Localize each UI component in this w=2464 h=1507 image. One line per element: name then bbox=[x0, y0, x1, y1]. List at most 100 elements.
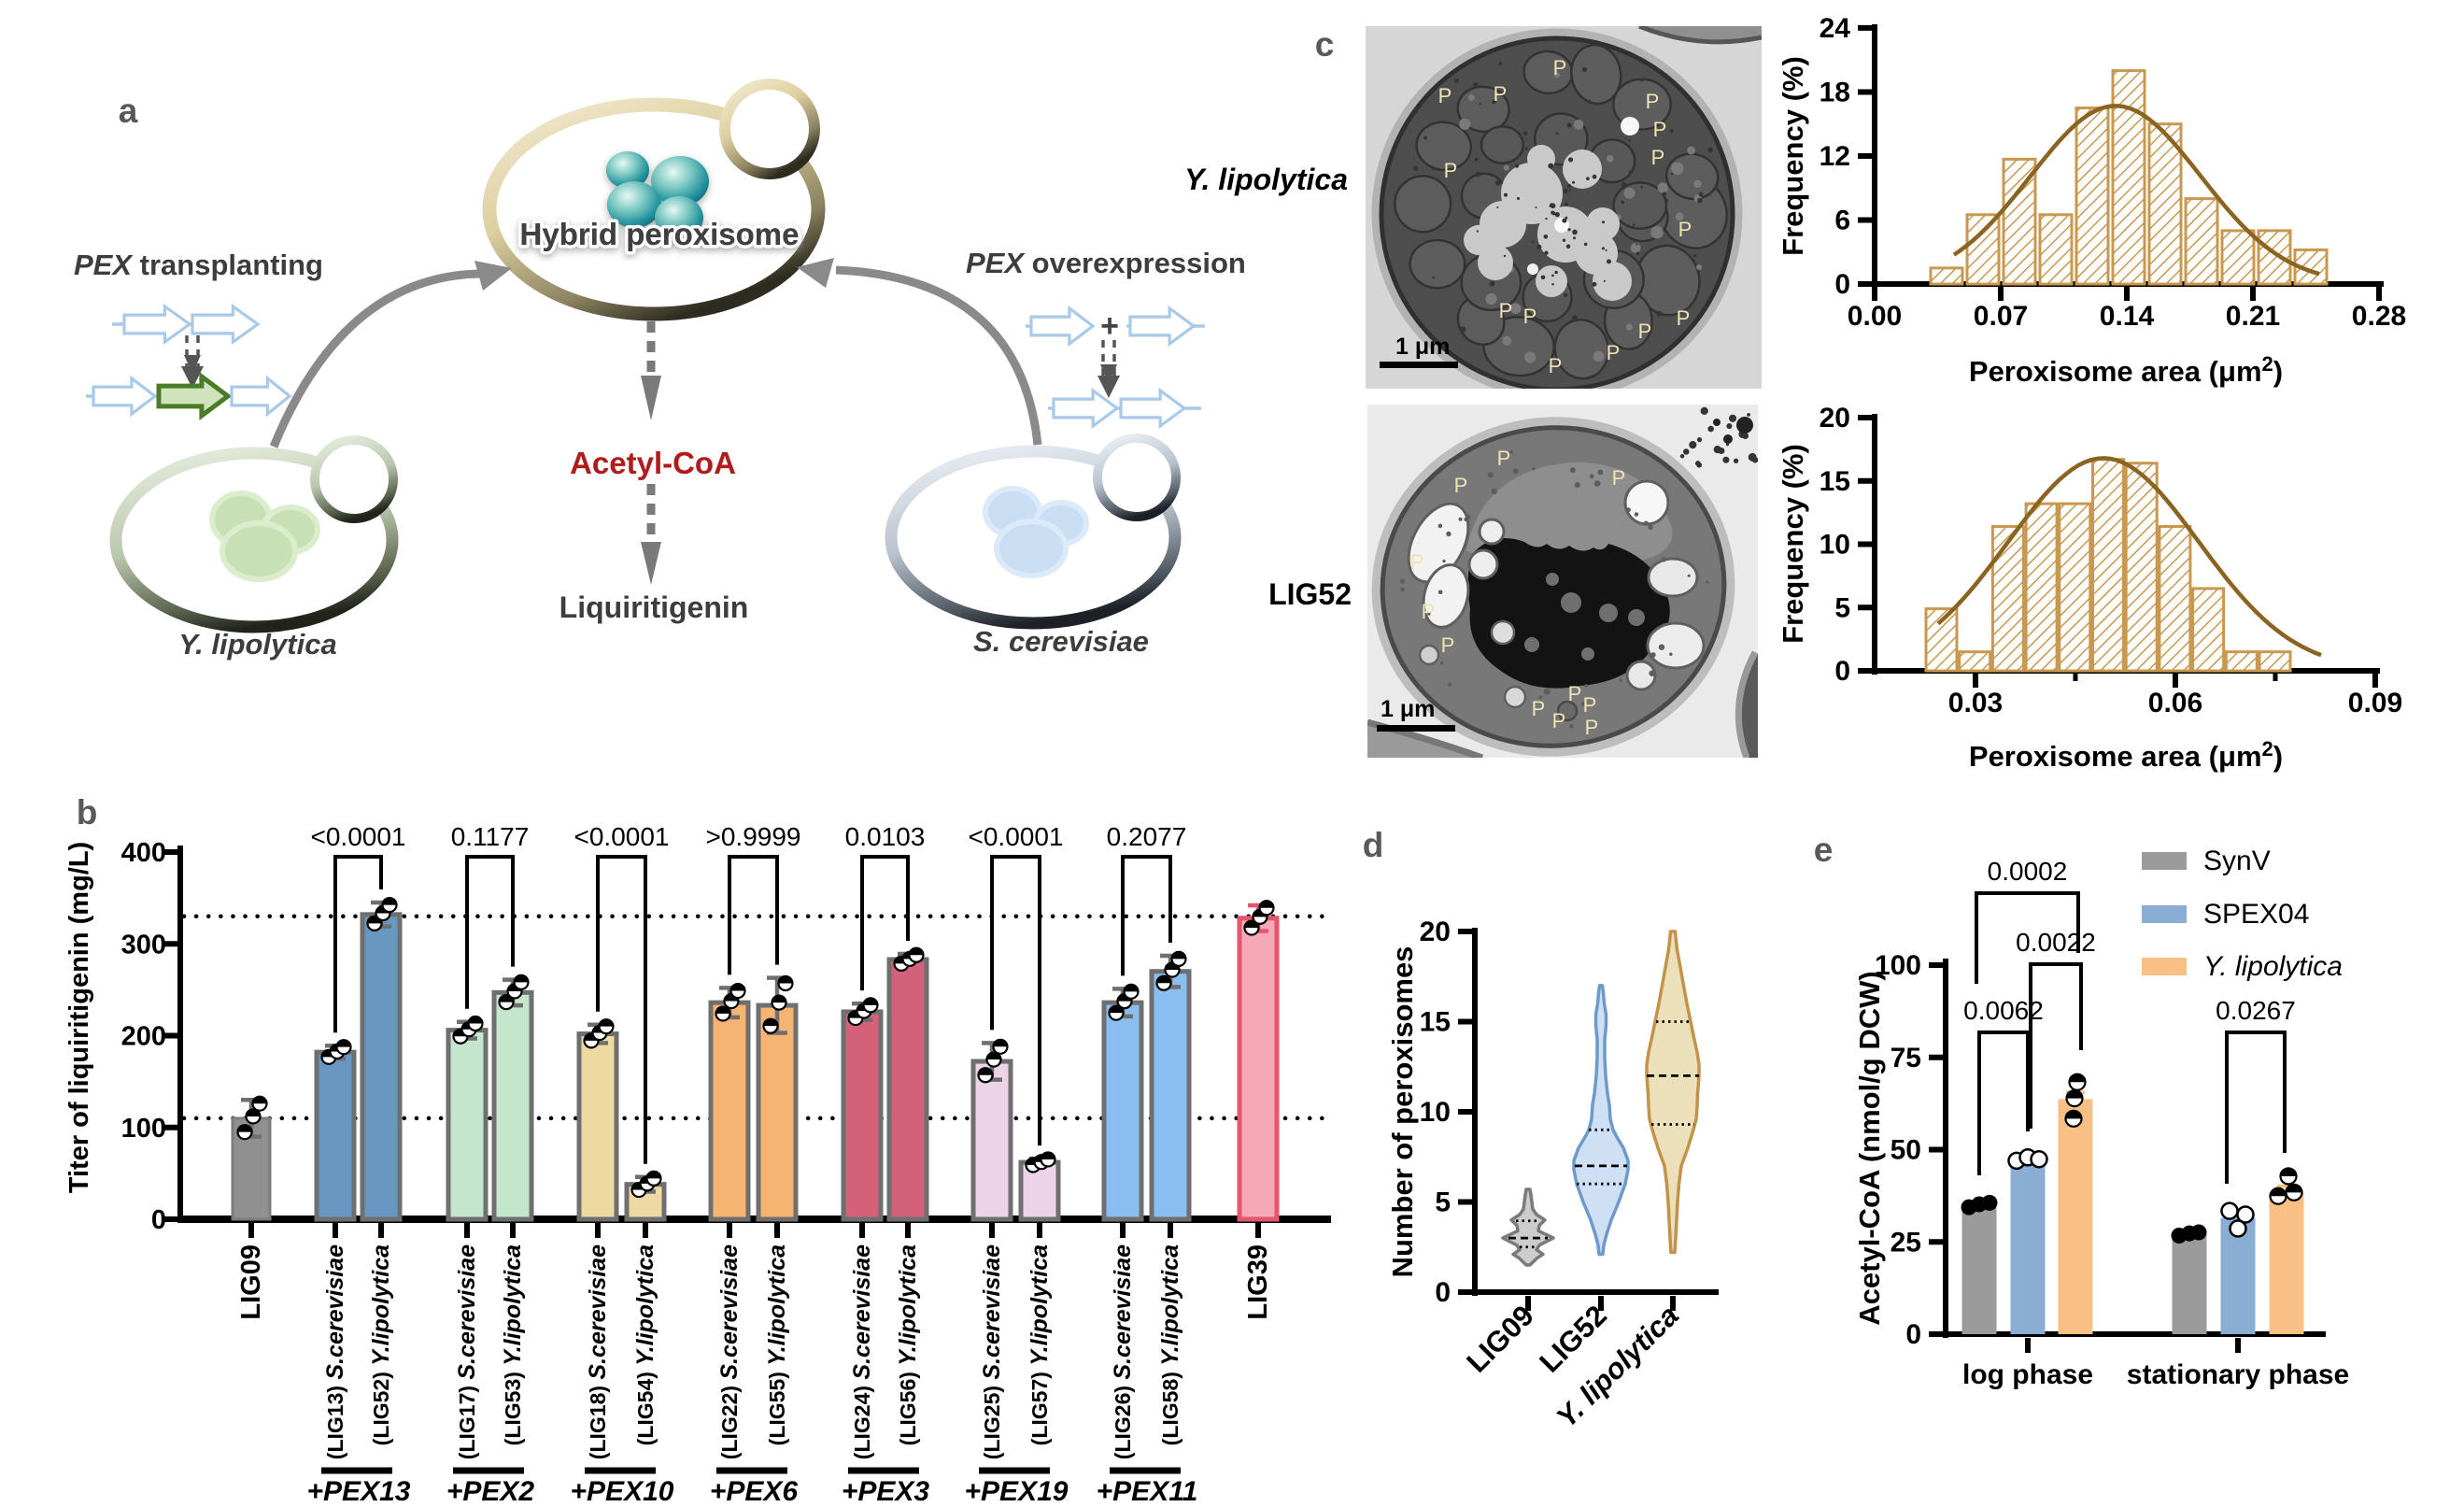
svg-text:(LIG52) Y.lipolytica: (LIG52) Y.lipolytica bbox=[368, 1244, 394, 1445]
svg-text:SPEX04: SPEX04 bbox=[2203, 899, 2309, 930]
svg-text:20: 20 bbox=[1820, 403, 1850, 434]
svg-text:0: 0 bbox=[1834, 269, 1850, 300]
svg-text:(LIG58) Y.lipolytica: (LIG58) Y.lipolytica bbox=[1157, 1244, 1183, 1445]
svg-text:+PEX3: +PEX3 bbox=[842, 1476, 930, 1507]
svg-text:+PEX13: +PEX13 bbox=[307, 1476, 411, 1507]
svg-text:P: P bbox=[1422, 600, 1436, 623]
svg-text:P: P bbox=[1444, 159, 1458, 182]
svg-text:0.03: 0.03 bbox=[1948, 688, 2003, 718]
svg-text:0.0267: 0.0267 bbox=[2216, 996, 2296, 1025]
svg-text:(LIG57) Y.lipolytica: (LIG57) Y.lipolytica bbox=[1027, 1244, 1053, 1445]
svg-text:P: P bbox=[1638, 320, 1652, 343]
svg-text:+PEX11: +PEX11 bbox=[1097, 1476, 1198, 1507]
svg-text:15: 15 bbox=[1420, 1007, 1451, 1038]
svg-text:5: 5 bbox=[1435, 1187, 1451, 1218]
svg-text:Peroxisome area (μm2): Peroxisome area (μm2) bbox=[1969, 737, 2283, 773]
svg-text:P: P bbox=[1678, 218, 1692, 241]
svg-text:+PEX19: +PEX19 bbox=[965, 1476, 1069, 1507]
svg-text:>0.9999: >0.9999 bbox=[706, 822, 801, 851]
svg-text:300: 300 bbox=[121, 930, 166, 960]
svg-text:<0.0001: <0.0001 bbox=[574, 822, 670, 851]
svg-text:24: 24 bbox=[1820, 13, 1851, 44]
svg-text:<0.0001: <0.0001 bbox=[311, 822, 406, 851]
svg-text:0.21: 0.21 bbox=[2226, 301, 2280, 332]
svg-text:LIG52: LIG52 bbox=[1268, 577, 1352, 611]
svg-text:P: P bbox=[1497, 447, 1511, 470]
svg-text:0.0103: 0.0103 bbox=[845, 822, 926, 851]
svg-text:P: P bbox=[1523, 305, 1537, 328]
svg-text:+PEX2: +PEX2 bbox=[446, 1476, 535, 1507]
svg-text:d: d bbox=[1363, 826, 1384, 864]
svg-text:5: 5 bbox=[1834, 592, 1850, 623]
svg-text:10: 10 bbox=[1820, 530, 1850, 561]
svg-text:a: a bbox=[119, 92, 138, 130]
svg-text:P: P bbox=[1568, 682, 1582, 705]
svg-text:LIG39: LIG39 bbox=[1243, 1244, 1273, 1320]
svg-text:12: 12 bbox=[1820, 141, 1850, 172]
svg-text:S. cerevisiae: S. cerevisiae bbox=[973, 625, 1149, 658]
svg-text:0.28: 0.28 bbox=[2352, 301, 2406, 332]
svg-text:Hybrid peroxisome: Hybrid peroxisome bbox=[520, 217, 800, 251]
svg-text:0.07: 0.07 bbox=[1974, 301, 2028, 332]
svg-text:(LIG25) S.cerevisiae: (LIG25) S.cerevisiae bbox=[979, 1244, 1005, 1459]
svg-text:(LIG22) S.cerevisiae: (LIG22) S.cerevisiae bbox=[716, 1244, 743, 1459]
svg-text:100: 100 bbox=[121, 1114, 166, 1144]
svg-text:Acetyl-CoA (nmol/g DCW): Acetyl-CoA (nmol/g DCW) bbox=[1853, 971, 1886, 1325]
svg-text:+PEX6: +PEX6 bbox=[710, 1476, 799, 1507]
svg-text:PEX overexpression: PEX overexpression bbox=[966, 247, 1246, 279]
svg-text:P: P bbox=[1677, 306, 1691, 330]
svg-text:75: 75 bbox=[1890, 1043, 1921, 1073]
svg-text:6: 6 bbox=[1834, 205, 1850, 235]
svg-text:Number of peroxisomes: Number of peroxisomes bbox=[1386, 946, 1419, 1278]
svg-text:P: P bbox=[1583, 693, 1597, 717]
svg-text:LIG09: LIG09 bbox=[236, 1244, 266, 1320]
svg-text:P: P bbox=[1553, 56, 1567, 79]
svg-text:SynV: SynV bbox=[2203, 846, 2271, 876]
svg-text:P: P bbox=[1441, 633, 1455, 657]
svg-text:50: 50 bbox=[1890, 1135, 1921, 1166]
svg-text:20: 20 bbox=[1420, 917, 1451, 947]
svg-text:P: P bbox=[1454, 474, 1468, 497]
svg-text:Y. lipolytica: Y. lipolytica bbox=[178, 628, 336, 661]
svg-text:PEX transplanting: PEX transplanting bbox=[74, 249, 323, 281]
svg-text:P: P bbox=[1410, 550, 1424, 574]
svg-text:(LIG54) Y.lipolytica: (LIG54) Y.lipolytica bbox=[632, 1244, 658, 1445]
svg-text:P: P bbox=[1494, 82, 1508, 106]
svg-text:log phase: log phase bbox=[1962, 1359, 2093, 1390]
svg-text:Frequency (%): Frequency (%) bbox=[1777, 444, 1809, 644]
svg-text:Titer of liquiritigenin (mg/L): Titer of liquiritigenin (mg/L) bbox=[64, 842, 94, 1193]
svg-text:b: b bbox=[77, 793, 98, 832]
svg-text:P: P bbox=[1646, 90, 1660, 113]
svg-text:P: P bbox=[1612, 466, 1626, 490]
svg-text:10: 10 bbox=[1420, 1097, 1451, 1128]
svg-text:0: 0 bbox=[1905, 1319, 1921, 1350]
svg-text:P: P bbox=[1499, 299, 1513, 322]
svg-text:0.1177: 0.1177 bbox=[451, 822, 530, 851]
svg-text:(LIG24) S.cerevisiae: (LIG24) S.cerevisiae bbox=[849, 1244, 875, 1459]
svg-text:c: c bbox=[1315, 25, 1335, 64]
svg-text:100: 100 bbox=[1875, 950, 1921, 981]
svg-text:0.06: 0.06 bbox=[2148, 688, 2202, 718]
svg-text:P: P bbox=[1653, 118, 1667, 141]
svg-text:Acetyl-CoA: Acetyl-CoA bbox=[570, 446, 736, 480]
svg-text:0: 0 bbox=[1834, 656, 1850, 687]
svg-text:+: + bbox=[1100, 308, 1119, 344]
svg-text:P: P bbox=[1552, 709, 1566, 732]
svg-text:P: P bbox=[1438, 84, 1452, 107]
svg-text:(LIG56) Y.lipolytica: (LIG56) Y.lipolytica bbox=[895, 1244, 921, 1445]
svg-text:0.0002: 0.0002 bbox=[1988, 857, 2068, 886]
svg-text:0.14: 0.14 bbox=[2100, 301, 2155, 332]
svg-text:Frequency (%): Frequency (%) bbox=[1777, 56, 1809, 256]
svg-text:<0.0001: <0.0001 bbox=[969, 822, 1064, 851]
svg-text:Y. lipolytica: Y. lipolytica bbox=[2203, 951, 2343, 982]
svg-text:25: 25 bbox=[1890, 1227, 1921, 1258]
svg-text:+PEX10: +PEX10 bbox=[571, 1476, 674, 1507]
svg-text:(LIG53) Y.lipolytica: (LIG53) Y.lipolytica bbox=[500, 1244, 526, 1445]
svg-text:200: 200 bbox=[121, 1022, 166, 1052]
svg-text:Liquiritigenin: Liquiritigenin bbox=[559, 590, 749, 624]
svg-text:0.0022: 0.0022 bbox=[2016, 928, 2096, 957]
svg-text:1 μm: 1 μm bbox=[1381, 696, 1435, 722]
svg-text:0.09: 0.09 bbox=[2348, 688, 2402, 718]
svg-text:0: 0 bbox=[151, 1205, 166, 1235]
svg-text:15: 15 bbox=[1820, 466, 1850, 497]
